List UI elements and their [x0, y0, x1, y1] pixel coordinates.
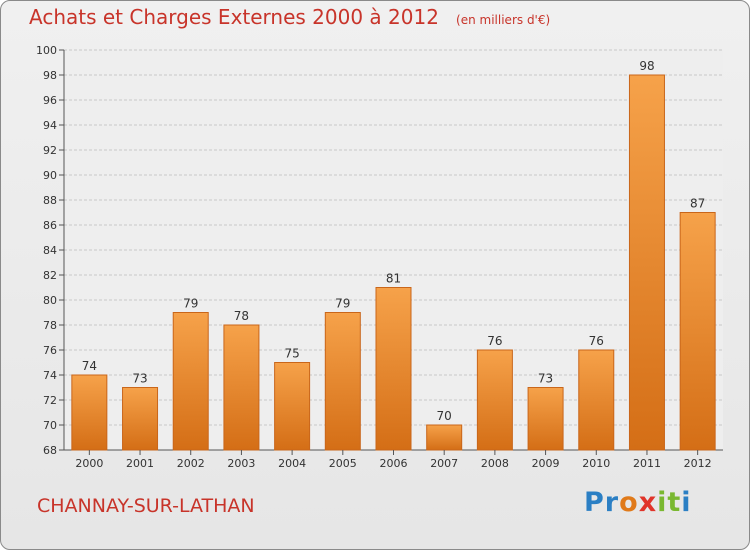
bar [274, 362, 311, 451]
x-tick-label: 2007 [430, 457, 458, 470]
bar [71, 374, 108, 451]
y-tick-label: 80 [43, 294, 57, 307]
bar-value-label: 81 [386, 272, 401, 286]
y-tick-label: 70 [43, 419, 57, 432]
y-tick-label: 74 [43, 369, 57, 382]
y-tick-label: 100 [36, 44, 57, 57]
bar [628, 74, 665, 451]
chart-title: Achats et Charges Externes 2000 à 2012 [29, 5, 439, 29]
y-tick-label: 88 [43, 194, 57, 207]
y-tick-label: 98 [43, 69, 57, 82]
x-tick-label: 2010 [582, 457, 610, 470]
bar-value-label: 73 [538, 372, 553, 386]
y-tick-label: 94 [43, 119, 57, 132]
bar [476, 349, 513, 451]
bar [578, 349, 615, 451]
y-tick-label: 72 [43, 394, 57, 407]
bar-value-label: 73 [132, 372, 147, 386]
y-tick-label: 68 [43, 444, 57, 457]
bar-value-label: 70 [437, 409, 452, 423]
x-tick-label: 2005 [329, 457, 357, 470]
logo-letter: t [667, 487, 682, 518]
x-tick-label: 2001 [126, 457, 154, 470]
x-tick-label: 2006 [380, 457, 408, 470]
title-row: Achats et Charges Externes 2000 à 2012 (… [29, 5, 550, 29]
bar [172, 312, 209, 451]
logo-letter: i [681, 487, 692, 518]
bar [527, 387, 564, 451]
x-tick-label: 2008 [481, 457, 509, 470]
bar [426, 424, 463, 451]
bar-value-label: 87 [690, 197, 705, 211]
bar [223, 324, 260, 451]
logo-letter: P [584, 487, 605, 518]
x-tick-label: 2009 [532, 457, 560, 470]
bar-value-label: 75 [284, 347, 299, 361]
x-tick-label: 2002 [177, 457, 205, 470]
bar [375, 287, 412, 451]
y-tick-label: 96 [43, 94, 57, 107]
bar-value-label: 79 [183, 297, 198, 311]
bar-value-label: 76 [589, 334, 604, 348]
logo-letter: x [638, 487, 658, 518]
y-tick-label: 82 [43, 269, 57, 282]
bar-value-label: 98 [639, 59, 654, 73]
logo-letter: r [604, 487, 620, 518]
proxiti-logo: Proxiti [584, 487, 692, 518]
y-tick-label: 92 [43, 144, 57, 157]
y-tick-label: 86 [43, 219, 57, 232]
y-tick-label: 90 [43, 169, 57, 182]
x-tick-label: 2004 [278, 457, 306, 470]
y-tick-label: 76 [43, 344, 57, 357]
place-name: CHANNAY-SUR-LATHAN [37, 495, 255, 517]
x-tick-label: 2011 [633, 457, 661, 470]
y-tick-label: 78 [43, 319, 57, 332]
bar [122, 387, 159, 451]
x-tick-label: 2012 [684, 457, 712, 470]
bar-value-label: 78 [234, 309, 249, 323]
chart-unit: (en milliers d'€) [456, 13, 551, 27]
bar [324, 312, 361, 451]
x-tick-label: 2003 [227, 457, 255, 470]
logo-letter: i [657, 487, 668, 518]
x-tick-label: 2000 [75, 457, 103, 470]
bar [679, 212, 716, 451]
logo-letter: o [619, 487, 639, 518]
bar-value-label: 79 [335, 297, 350, 311]
bar-value-label: 74 [82, 359, 97, 373]
y-tick-label: 84 [43, 244, 57, 257]
bar-value-label: 76 [487, 334, 502, 348]
